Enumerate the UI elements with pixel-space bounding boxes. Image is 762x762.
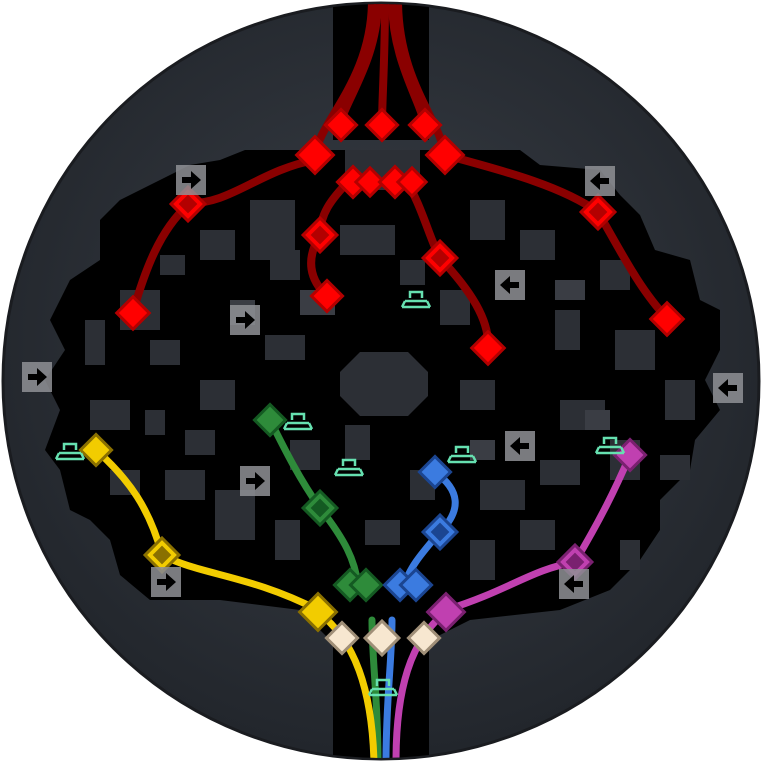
red-waypoint-diamond-icon[interactable] — [294, 134, 336, 176]
waypoints — [78, 107, 686, 658]
red-waypoint-diamond-icon[interactable] — [323, 107, 359, 143]
exit-arrow-left-icon[interactable] — [713, 373, 743, 403]
red-waypoint-diamond-icon[interactable] — [377, 164, 413, 200]
green-waypoint-diamond-icon[interactable] — [252, 402, 288, 438]
yellow-waypoint-diamond-icon[interactable] — [78, 432, 114, 468]
exit-arrow-left-icon[interactable] — [585, 166, 615, 196]
red-waypoint-diamond-icon[interactable] — [309, 278, 345, 314]
red-waypoint-diamond-icon[interactable] — [420, 238, 460, 278]
cream-waypoint-diamond-icon[interactable] — [324, 620, 360, 656]
red-waypoint-diamond-icon[interactable] — [364, 107, 400, 143]
yellow-waypoint-diamond-icon[interactable] — [297, 591, 339, 633]
blue-waypoint-diamond-icon[interactable] — [417, 454, 453, 490]
exit-arrow-left-icon[interactable] — [559, 569, 589, 599]
spawn-pad-icon[interactable] — [54, 442, 86, 461]
red-waypoint-diamond-icon[interactable] — [648, 300, 686, 338]
red-waypoint-diamond-icon[interactable] — [114, 294, 152, 332]
spawn-pad-icon[interactable] — [594, 436, 626, 455]
exit-arrow-right-icon[interactable] — [230, 305, 260, 335]
red-waypoint-diamond-icon[interactable] — [353, 165, 387, 199]
blue-waypoint-diamond-icon[interactable] — [398, 567, 434, 603]
exit-arrow-left-icon[interactable] — [495, 270, 525, 300]
exit-arrow-right-icon[interactable] — [151, 567, 181, 597]
red-waypoint-diamond-icon[interactable] — [407, 107, 443, 143]
cream-waypoint-diamond-icon[interactable] — [406, 620, 442, 656]
red-waypoint-diamond-icon[interactable] — [469, 329, 507, 367]
green-waypoint-diamond-icon[interactable] — [300, 488, 340, 528]
red-waypoint-diamond-icon[interactable] — [395, 165, 429, 199]
red-waypoint-diamond-icon[interactable] — [168, 184, 208, 224]
red-waypoint-diamond-icon[interactable] — [424, 134, 466, 176]
spawn-pad-icon[interactable] — [446, 445, 478, 464]
exit-arrow-right-icon[interactable] — [176, 165, 206, 195]
spawn-pads — [54, 290, 626, 697]
spawn-pad-icon[interactable] — [367, 678, 399, 697]
spawn-pad-icon[interactable] — [400, 290, 432, 309]
spawn-pad-icon[interactable] — [282, 412, 314, 431]
exit-arrow-left-icon[interactable] — [505, 431, 535, 461]
yellow-waypoint-diamond-icon[interactable] — [142, 535, 182, 575]
red-waypoint-diamond-icon[interactable] — [335, 164, 371, 200]
spawn-pad-icon[interactable] — [333, 458, 365, 477]
exit-arrow-right-icon[interactable] — [22, 362, 52, 392]
center-plaza — [340, 352, 428, 416]
exit-arrow-right-icon[interactable] — [240, 466, 270, 496]
blue-waypoint-diamond-icon[interactable] — [420, 512, 460, 552]
exit-markers — [22, 165, 743, 599]
red-waypoint-diamond-icon[interactable] — [300, 215, 340, 255]
red-waypoint-diamond-icon[interactable] — [578, 192, 618, 232]
magenta-waypoint-diamond-icon[interactable] — [425, 591, 467, 633]
cream-waypoint-diamond-icon[interactable] — [362, 618, 402, 658]
green-waypoint-diamond-icon[interactable] — [348, 567, 384, 603]
